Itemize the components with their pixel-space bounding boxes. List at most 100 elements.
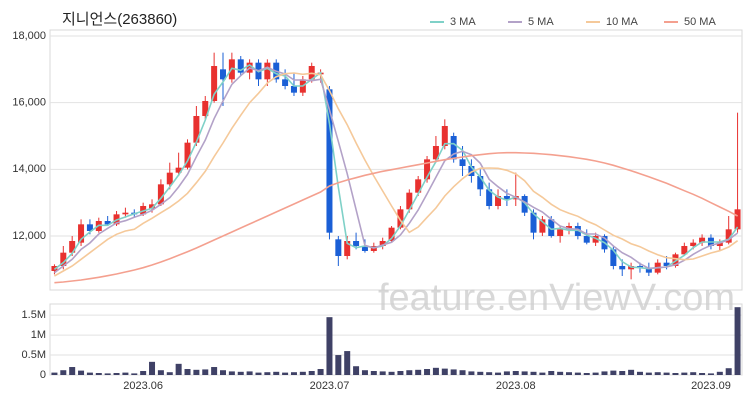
volume-bar bbox=[308, 371, 315, 375]
candle-body bbox=[468, 166, 475, 176]
candle-body bbox=[202, 101, 209, 116]
ma-line bbox=[54, 72, 739, 277]
candle-body bbox=[716, 242, 723, 246]
volume-bar bbox=[530, 371, 537, 375]
volume-bar bbox=[495, 372, 502, 375]
chart-title: 지니언스(263860) bbox=[62, 11, 177, 28]
volume-bar bbox=[211, 367, 218, 375]
ma-line bbox=[53, 66, 739, 274]
volume-bar bbox=[290, 372, 297, 375]
volume-bar bbox=[184, 369, 191, 375]
y-tick-label: 0.5M bbox=[22, 349, 46, 361]
candle-body bbox=[548, 219, 555, 236]
volume-bar bbox=[397, 371, 404, 375]
candle-body bbox=[86, 224, 93, 231]
volume-bar bbox=[379, 371, 386, 375]
candle-body bbox=[290, 86, 297, 93]
candle-body bbox=[220, 69, 226, 80]
volume-bar bbox=[601, 371, 608, 375]
volume-bar bbox=[681, 372, 688, 375]
volume-bar bbox=[450, 369, 457, 375]
volume-bar bbox=[60, 370, 67, 375]
candle-body bbox=[725, 229, 732, 243]
volume-bar bbox=[326, 317, 333, 375]
candle-body bbox=[592, 236, 599, 243]
volume-bar bbox=[539, 372, 546, 375]
x-tick-label: 2023.07 bbox=[310, 380, 350, 392]
candle-body bbox=[432, 146, 439, 160]
volume-bar bbox=[140, 371, 147, 375]
candle-body bbox=[397, 209, 404, 228]
candle-body bbox=[699, 237, 706, 243]
volume-bar bbox=[725, 368, 732, 375]
volume-bar bbox=[654, 372, 661, 375]
candle-body bbox=[122, 212, 129, 215]
candle-body bbox=[441, 126, 448, 146]
candle-body bbox=[335, 239, 342, 256]
ma-line bbox=[54, 151, 738, 284]
candle-body bbox=[566, 226, 572, 230]
volume-bar bbox=[157, 370, 164, 375]
watermark: feature.enViewV.com bbox=[378, 277, 735, 319]
volume-bar bbox=[512, 371, 519, 375]
candle-body bbox=[184, 142, 191, 168]
candle-body bbox=[157, 184, 164, 205]
candle-body bbox=[530, 212, 537, 233]
candle-body bbox=[104, 221, 111, 225]
candle-body bbox=[734, 209, 741, 230]
volume-bar bbox=[122, 372, 129, 375]
volume-bar bbox=[557, 371, 564, 375]
legend-label: 10 MA bbox=[606, 16, 638, 28]
candle-body bbox=[557, 229, 564, 236]
volume-bar bbox=[583, 373, 590, 375]
candle-body bbox=[486, 189, 493, 206]
volume-bar bbox=[636, 371, 643, 375]
volume-bar bbox=[672, 373, 679, 375]
candle-body bbox=[459, 159, 466, 166]
candle-body bbox=[681, 246, 688, 255]
volume-bar bbox=[273, 371, 280, 375]
x-tick-label: 2023.09 bbox=[691, 380, 731, 392]
candle-body bbox=[450, 136, 457, 160]
volume-bar bbox=[592, 372, 599, 375]
volume-bar bbox=[78, 370, 85, 375]
volume-bar bbox=[282, 372, 289, 375]
volume-bar bbox=[370, 371, 377, 375]
volume-bar bbox=[255, 372, 262, 375]
x-tick-label: 2023.06 bbox=[123, 380, 163, 392]
candle-body bbox=[415, 179, 422, 193]
volume-bar bbox=[424, 369, 431, 375]
volume-bar bbox=[149, 361, 156, 375]
candle-body bbox=[663, 262, 670, 266]
legend-label: 3 MA bbox=[450, 16, 476, 28]
candle-body bbox=[361, 246, 368, 251]
legend-label: 50 MA bbox=[684, 16, 716, 28]
candle-body bbox=[140, 206, 147, 215]
volume-bar bbox=[335, 355, 342, 375]
candle-body bbox=[379, 241, 386, 246]
volume-bar bbox=[388, 371, 395, 375]
y-tick-label: 18,000 bbox=[12, 30, 46, 42]
volume-bar bbox=[734, 307, 741, 375]
candle-body bbox=[495, 196, 502, 206]
volume-bar bbox=[246, 371, 253, 375]
volume-bar bbox=[663, 372, 670, 375]
volume-bar bbox=[690, 372, 697, 375]
candle-body bbox=[149, 204, 156, 210]
y-tick-label: 14,000 bbox=[12, 163, 46, 175]
volume-bar bbox=[175, 363, 182, 375]
volume-bar bbox=[344, 351, 351, 375]
volume-bar bbox=[503, 371, 510, 375]
y-tick-label: 1M bbox=[31, 329, 46, 341]
volume-bar bbox=[193, 369, 200, 375]
volume-bar bbox=[228, 371, 235, 375]
candle-body bbox=[619, 266, 626, 270]
candle-body bbox=[193, 116, 200, 143]
volume-bar bbox=[610, 370, 617, 375]
volume-bar bbox=[468, 371, 475, 375]
volume-bar bbox=[716, 371, 723, 375]
volume-bar bbox=[574, 372, 581, 375]
volume-bar bbox=[237, 371, 244, 375]
candle-body bbox=[211, 66, 218, 101]
